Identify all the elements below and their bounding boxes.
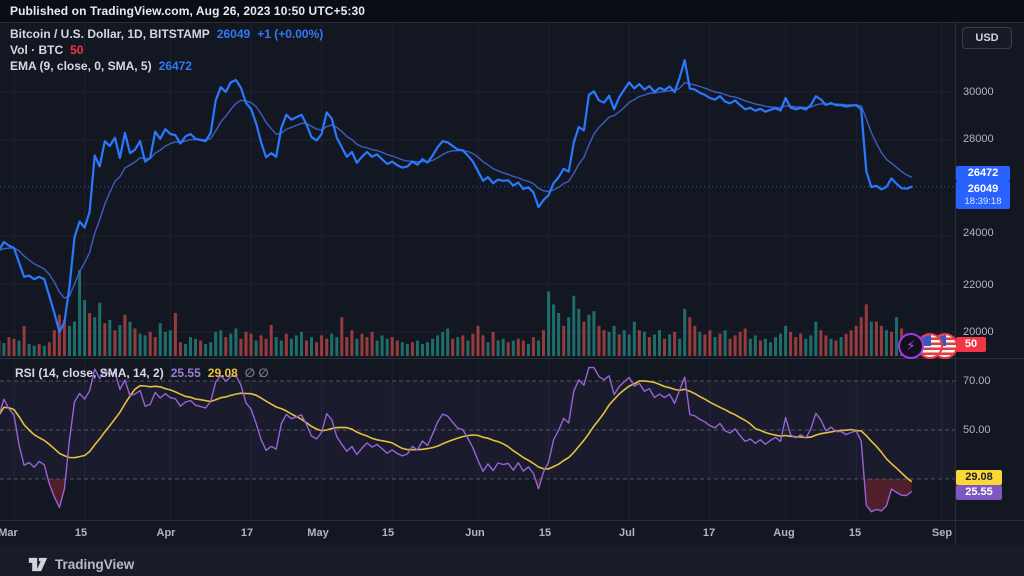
volume-badge: 50	[956, 337, 986, 352]
rsi-label: RSI (14, close, SMA, 14, 2)	[15, 366, 164, 380]
price-axis-label: 30000	[963, 86, 994, 98]
time-axis-label: Apr	[156, 527, 176, 539]
rsi-oversold-fill	[864, 479, 912, 512]
symbol-change: +1 (+0.00%)	[257, 27, 324, 41]
page-background-strip	[0, 545, 1024, 576]
volume-legend-row[interactable]: Vol · BTC 50	[10, 43, 83, 57]
bar-countdown: 18:39:18	[964, 196, 1002, 207]
rsi-value: 25.55	[170, 366, 201, 380]
time-axis-label: Sep	[931, 527, 953, 539]
rsi-sma-line	[0, 380, 913, 483]
price-axis-label: 20000	[963, 326, 994, 338]
ema-legend-row[interactable]: EMA (9, close, 0, SMA, 5) 26472	[10, 59, 192, 73]
price-axis-label: 24000	[963, 227, 994, 239]
time-axis-label: Mar	[0, 527, 18, 539]
rsi-sma-value: 29.08	[207, 366, 238, 380]
time-axis-label: Jun	[465, 527, 485, 539]
time-axis-label: 15	[74, 527, 88, 539]
time-axis-label: May	[307, 527, 329, 539]
last-price-badge: 26049 18:39:18	[956, 181, 1010, 209]
ema-price-badge: 26472	[956, 166, 1010, 181]
time-axis-label: 17	[240, 527, 254, 539]
published-bar: Published on TradingView.com, Aug 26, 20…	[0, 0, 1024, 23]
rsi-value-badge: 25.55	[956, 485, 1002, 500]
price-axis-label: 22000	[963, 279, 994, 291]
time-axis-label: 15	[848, 527, 862, 539]
rsi-axis-label: 50.00	[963, 424, 991, 436]
volume-label: Vol · BTC	[10, 43, 64, 57]
time-axis-label: Aug	[773, 527, 795, 539]
time-axis-label: 15	[538, 527, 552, 539]
symbol-legend-row[interactable]: Bitcoin / U.S. Dollar, 1D, BITSTAMP 26049…	[10, 27, 323, 41]
tradingview-logo-icon	[28, 557, 48, 571]
time-axis-label: 15	[381, 527, 395, 539]
volume-value: 50	[70, 43, 84, 57]
tradingview-attribution[interactable]: TradingView	[28, 554, 134, 574]
published-text: Published on TradingView.com, Aug 26, 20…	[10, 4, 366, 18]
volume-bars-up	[2, 270, 909, 356]
time-axis-label: 17	[702, 527, 716, 539]
price-line-series	[0, 59, 913, 334]
ema-value: 26472	[158, 59, 192, 73]
rsi-sma-badge: 29.08	[956, 470, 1002, 485]
time-axis-label: Jul	[619, 527, 635, 539]
ema-label: EMA (9, close, 0, SMA, 5)	[10, 59, 152, 73]
last-price-badge-value: 26049	[967, 183, 999, 195]
rsi-legend-row[interactable]: RSI (14, close, SMA, 14, 2) 25.55 29.08 ∅ ∅	[15, 366, 269, 380]
ema-line-series	[0, 81, 912, 299]
price-axis-label: 28000	[963, 133, 994, 145]
currency-toggle-button[interactable]: USD	[962, 27, 1012, 49]
rsi-band-values: ∅ ∅	[244, 366, 269, 380]
tradingview-attribution-text: TradingView	[55, 556, 135, 572]
rsi-oversold-fill	[535, 479, 542, 489]
volume-bars-down	[0, 304, 914, 356]
symbol-last-price: 26049	[216, 27, 251, 41]
rsi-line	[0, 366, 913, 513]
lightning-event-icon[interactable]: ⚡	[898, 333, 924, 359]
rsi-axis-label: 70.00	[963, 375, 991, 387]
symbol-title: Bitcoin / U.S. Dollar, 1D, BITSTAMP	[10, 27, 210, 41]
